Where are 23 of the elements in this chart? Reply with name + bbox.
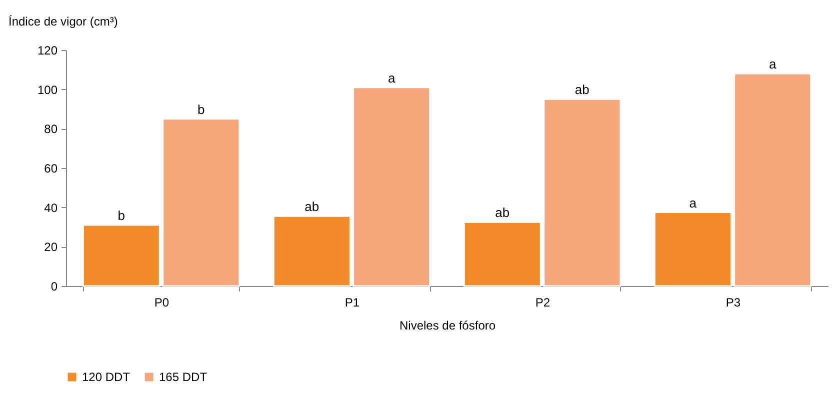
y-tick-label: 20 (44, 240, 58, 254)
x-tick-label: P2 (535, 296, 550, 310)
data-label: a (388, 70, 396, 86)
y-tick-label: 100 (37, 82, 58, 97)
y-tick-label: 60 (44, 162, 58, 176)
x-tick-label: P0 (154, 296, 170, 310)
legend-label: 165 DDT (159, 370, 208, 384)
y-tick-label: 0 (50, 280, 58, 294)
x-tick-label: P3 (726, 296, 741, 310)
y-axis-title: Índice de vigor (cm³) (8, 14, 118, 28)
data-label: a (768, 56, 777, 72)
y-tick-label: 40 (44, 200, 58, 215)
x-tick-label: P1 (344, 296, 360, 310)
legend-label: 120 DDT (82, 370, 131, 384)
data-label: a (689, 195, 698, 210)
data-label: ab (495, 205, 510, 220)
y-tick-label: 120 (37, 44, 58, 58)
data-label: ab (574, 82, 590, 98)
data-label: b (197, 102, 205, 117)
x-axis-title: Niveles de fósforo (399, 318, 496, 332)
data-label: ab (304, 199, 320, 214)
data-label: b (118, 208, 126, 224)
y-tick-label: 80 (44, 122, 58, 136)
